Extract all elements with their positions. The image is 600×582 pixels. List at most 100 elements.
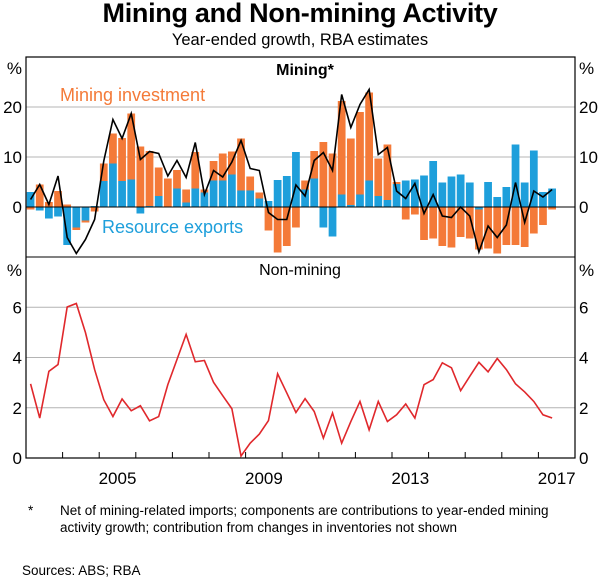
mining-investment-bar: [255, 192, 264, 199]
footnote-marker: *: [28, 503, 34, 518]
mining-y-tick-label-right: 0: [579, 198, 588, 217]
resource-exports-bar: [218, 180, 227, 207]
resource-exports-bar: [475, 207, 483, 210]
resource-exports-bar: [301, 189, 309, 207]
mining-investment-bar: [136, 146, 145, 207]
mining-investment-bar: [264, 207, 273, 231]
resource-exports-bar: [328, 207, 337, 237]
mining-investment-bar: [90, 207, 99, 212]
x-tick-label: 2013: [391, 469, 429, 488]
mining-investment-bar: [54, 191, 62, 207]
sources-note: Sources: ABS; RBA: [22, 563, 141, 578]
resource-exports-bar: [529, 150, 538, 207]
mining-investment-bar: [72, 227, 81, 230]
resource-exports-bar: [365, 180, 373, 207]
mining-investment-bar: [401, 207, 410, 220]
mining-investment-label: Mining investment: [60, 85, 205, 105]
mining-y-tick-label-right: 10: [579, 148, 598, 167]
mining-activity-line: [29, 87, 553, 256]
resource-exports-bar: [273, 180, 282, 207]
mining-y-tick-label-right: 20: [579, 98, 598, 117]
resource-exports-bar: [200, 192, 209, 207]
mining-investment-bar: [81, 220, 90, 223]
x-tick-label: 2005: [99, 469, 137, 488]
resource-exports-bar: [374, 196, 383, 207]
resource-exports-bar: [401, 180, 410, 207]
mining-investment-bar: [447, 207, 456, 248]
resource-exports-bar: [54, 207, 62, 217]
mining-investment-bar: [383, 144, 392, 200]
chart-title: Mining and Non-mining Activity: [102, 0, 498, 28]
non-mining-y-tick-label-right: 6: [579, 298, 588, 317]
mining-investment-bar: [173, 170, 181, 189]
resource-exports-bar: [191, 188, 200, 207]
mining-investment-bar: [520, 207, 529, 247]
mining-investment-bar: [191, 152, 200, 189]
mining-investment-bar: [438, 207, 447, 246]
non-mining-activity-line: [29, 302, 553, 458]
resource-exports-bar: [411, 179, 419, 207]
resource-exports-bar: [173, 188, 181, 207]
non-mining-y-tick-label-right: 2: [579, 399, 588, 418]
non-mining-y-tick-label-left: 0: [13, 449, 22, 468]
mining-investment-bar: [374, 158, 383, 196]
resource-exports-bar: [438, 182, 447, 207]
resource-exports-bar: [310, 178, 319, 207]
resource-exports-bar: [383, 200, 392, 207]
non-mining-y-tick-label-left: 4: [13, 349, 22, 368]
non-mining-unit-label-left: %: [7, 261, 22, 280]
non-mining-y-tick-label-right: 0: [579, 449, 588, 468]
mining-investment-bar: [182, 189, 190, 203]
resource-exports-bar: [136, 207, 145, 214]
mining-investment-bar: [392, 182, 401, 184]
mining-investment-bar: [118, 138, 126, 181]
resource-exports-bar: [511, 144, 520, 207]
resource-exports-bar: [264, 201, 273, 207]
resource-exports-bar: [182, 202, 190, 207]
mining-investment-bar: [420, 207, 428, 240]
mining-investment-bar: [301, 180, 309, 190]
mining-investment-bar: [246, 176, 255, 191]
non-mining-panel-title: Non-mining: [259, 262, 341, 279]
mining-investment-bar: [328, 153, 337, 207]
mining-investment-bar: [145, 151, 154, 206]
resource-exports-bar: [127, 179, 136, 207]
mining-unit-label-left: %: [7, 59, 22, 78]
resource-exports-bar: [282, 176, 291, 207]
resource-exports-bar: [63, 207, 72, 245]
mining-investment-bar: [237, 138, 245, 191]
mining-unit-label-right: %: [579, 59, 594, 78]
mining-investment-bar: [310, 151, 319, 179]
mining-investment-bar: [356, 112, 364, 195]
resource-exports-bar: [356, 194, 364, 207]
non-mining-unit-label-right: %: [579, 261, 594, 280]
resource-exports-bar: [548, 188, 556, 207]
resource-exports-bar: [319, 207, 328, 228]
resource-exports-bar: [502, 187, 511, 207]
resource-exports-bar: [246, 190, 255, 207]
x-tick-label: 2009: [245, 469, 283, 488]
resource-exports-bar: [429, 161, 438, 207]
mining-gridlines: [26, 106, 575, 158]
mining-investment-bar: [319, 142, 328, 207]
mining-investment-bar: [282, 207, 291, 246]
resource-exports-bar: [237, 190, 245, 207]
resource-exports-bar: [346, 205, 355, 207]
resource-exports-bar: [99, 181, 108, 207]
mining-y-tick-label-left: 10: [3, 148, 22, 167]
resource-exports-bar: [255, 198, 264, 207]
resource-exports-label: Resource exports: [102, 217, 243, 237]
chart-lines: [29, 87, 553, 458]
mining-investment-bar: [127, 113, 136, 180]
resource-exports-bar: [337, 194, 346, 207]
mining-investment-bar: [365, 92, 373, 181]
mining-investment-bar: [218, 153, 227, 181]
resource-exports-bar: [72, 207, 81, 228]
mining-y-tick-label-left: 0: [13, 198, 22, 217]
mining-investment-bar: [163, 178, 172, 207]
resource-exports-bar: [465, 182, 474, 207]
mining-investment-bar: [109, 133, 117, 164]
mining-investment-bar: [475, 209, 483, 250]
